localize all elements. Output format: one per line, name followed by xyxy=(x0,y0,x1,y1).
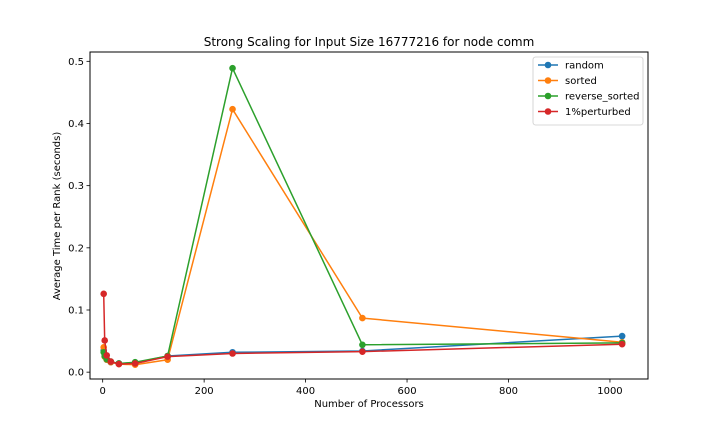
legend-label: random xyxy=(565,61,604,72)
x-tick-label: 400 xyxy=(296,386,315,397)
data-point xyxy=(107,358,115,365)
legend-box xyxy=(532,56,644,126)
legend-swatch-marker xyxy=(544,61,552,69)
plot-border xyxy=(89,51,649,380)
data-point xyxy=(229,105,236,113)
x-tick-label: 800 xyxy=(499,386,518,397)
data-point xyxy=(359,341,366,349)
x-tick-label: 200 xyxy=(195,386,214,397)
data-point xyxy=(618,340,626,348)
data-point xyxy=(618,332,626,340)
axis-ticks: 0 200 400 600 800 1000 0.0 0.1 0.2 0.3 0.4 0.5 xyxy=(68,57,623,397)
data-point xyxy=(359,348,366,355)
legend-label: sorted xyxy=(565,76,597,87)
legend-swatch-marker xyxy=(544,92,552,100)
series-line xyxy=(102,293,623,365)
series-layer xyxy=(100,64,626,369)
data-point xyxy=(164,353,171,360)
data-point xyxy=(359,314,366,322)
series-1%perturbed xyxy=(100,290,626,368)
data-point xyxy=(103,352,111,359)
x-tick-label: 1000 xyxy=(597,386,622,397)
data-point xyxy=(229,64,236,72)
x-axis-label: Number of Processors xyxy=(314,399,424,410)
data-point xyxy=(229,350,236,357)
y-tick-label: 0.2 xyxy=(68,243,84,254)
data-point xyxy=(101,337,109,344)
legend: random sorted reverse_sorted 1%perturbed xyxy=(532,56,644,126)
y-tick-label: 0.5 xyxy=(68,57,84,68)
legend-label: reverse_sorted xyxy=(565,92,639,103)
data-point xyxy=(131,360,139,367)
y-tick-label: 0.1 xyxy=(68,305,84,316)
chart-title: Strong Scaling for Input Size 16777216 f… xyxy=(204,35,535,49)
legend-swatch-marker xyxy=(544,108,552,115)
y-tick-label: 0.3 xyxy=(68,181,84,192)
legend-label: 1%perturbed xyxy=(565,107,631,118)
data-point xyxy=(100,290,107,298)
y-axis-label: Average Time per Rank (seconds) xyxy=(52,132,63,301)
x-tick-label: 600 xyxy=(397,386,416,397)
data-point xyxy=(115,360,123,368)
y-tick-label: 0.4 xyxy=(68,119,84,130)
legend-swatch-marker xyxy=(544,77,552,84)
x-tick-label: 0 xyxy=(99,386,105,397)
y-tick-label: 0.0 xyxy=(68,368,84,379)
